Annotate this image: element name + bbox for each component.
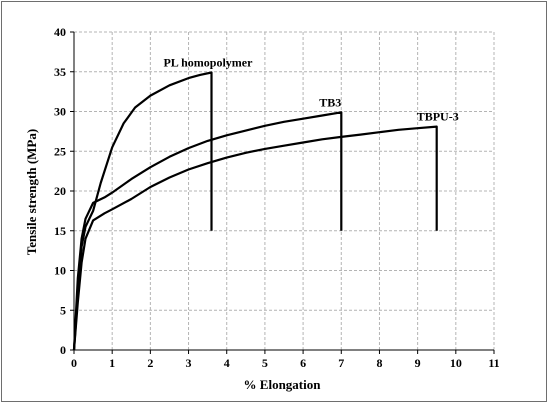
x-tick-label: 8 [376,356,382,370]
x-tick-label: 6 [300,356,306,370]
series-line [72,125,438,351]
x-tick-label: 11 [488,356,499,370]
series-lines [72,71,438,351]
y-tick-label: 0 [60,343,66,357]
y-tick-label: 40 [54,25,66,39]
x-tick-labels: 0 1 2 3 4 5 6 7 8 9 10 11 [71,356,500,370]
series-label: TB3 [319,95,341,109]
series-label: PL homopolymer [163,56,253,70]
x-tick-label: 10 [450,356,462,370]
y-tick-label: 20 [54,184,66,198]
x-tick-label: 5 [262,356,268,370]
x-tick-label: 3 [186,356,192,370]
x-tick-label: 1 [109,356,115,370]
x-tick-label: 4 [224,356,230,370]
axes [70,31,495,354]
y-tick-label: 5 [60,303,66,317]
x-tick-label: 0 [71,356,77,370]
y-tick-label: 15 [54,224,66,238]
y-tick-labels: 0 5 10 15 20 25 30 35 40 [54,25,66,357]
series-labels: PL homopolymer TB3 TBPU-3 [163,56,458,124]
series-line [72,111,343,351]
y-axis-title: Tensile strength (MPa) [24,129,39,255]
series-label: TBPU-3 [417,110,459,124]
series-line [72,71,213,351]
x-axis-title: % Elongation [244,377,322,392]
x-tick-label: 9 [415,356,421,370]
y-tick-label: 25 [54,144,66,158]
y-tick-label: 10 [54,264,66,278]
grid-lines [74,31,495,350]
x-tick-label: 2 [147,356,153,370]
y-tick-label: 35 [54,65,66,79]
x-tick-label: 7 [338,356,344,370]
y-tick-label: 30 [54,105,66,119]
